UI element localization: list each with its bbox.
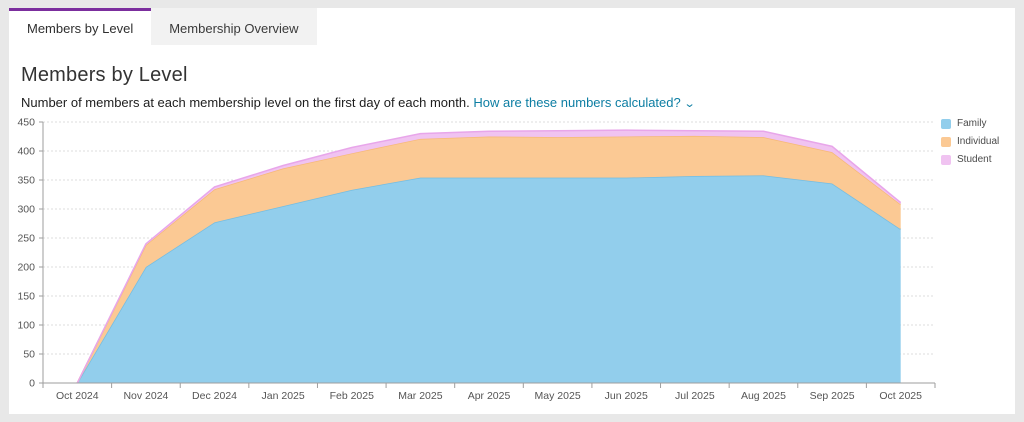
svg-text:Oct 2024: Oct 2024 <box>56 390 99 402</box>
tab-membership-overview[interactable]: Membership Overview <box>151 8 317 45</box>
legend-label: Student <box>957 154 992 165</box>
legend-label: Individual <box>957 136 1000 147</box>
legend-item-family: Family <box>941 118 999 129</box>
svg-text:Jan 2025: Jan 2025 <box>262 390 305 402</box>
svg-text:150: 150 <box>17 291 35 303</box>
svg-text:50: 50 <box>23 349 35 361</box>
tab-members-by-level[interactable]: Members by Level <box>9 8 152 45</box>
student-swatch <box>941 154 951 165</box>
svg-text:Jul 2025: Jul 2025 <box>675 390 715 402</box>
svg-text:350: 350 <box>17 175 35 187</box>
chart-legend: Family Individual Student <box>941 118 999 172</box>
svg-text:Mar 2025: Mar 2025 <box>398 390 443 402</box>
how-calculated-link[interactable]: How are these numbers calculated? <box>473 95 681 110</box>
chevron-down-icon: ⌄ <box>683 98 696 110</box>
legend-label: Family <box>957 118 987 129</box>
page-title: Members by Level <box>21 64 188 86</box>
svg-text:300: 300 <box>17 204 35 216</box>
description-text: Number of members at each membership lev… <box>21 95 470 110</box>
family-swatch <box>941 118 951 129</box>
chart-description: Number of members at each membership lev… <box>21 95 696 110</box>
svg-text:400: 400 <box>17 146 35 158</box>
svg-text:Dec 2024: Dec 2024 <box>192 390 237 402</box>
svg-text:Aug 2025: Aug 2025 <box>741 390 786 402</box>
svg-text:200: 200 <box>17 262 35 274</box>
svg-text:May 2025: May 2025 <box>535 390 581 402</box>
legend-item-student: Student <box>941 154 999 165</box>
tab-bar: Members by Level Membership Overview <box>9 8 317 45</box>
svg-text:Feb 2025: Feb 2025 <box>330 390 375 402</box>
svg-text:Jun 2025: Jun 2025 <box>605 390 648 402</box>
svg-text:Apr 2025: Apr 2025 <box>468 390 511 402</box>
legend-item-individual: Individual <box>941 136 999 147</box>
svg-text:100: 100 <box>17 320 35 332</box>
svg-text:Oct 2025: Oct 2025 <box>879 390 922 402</box>
svg-text:0: 0 <box>29 378 35 390</box>
svg-text:450: 450 <box>17 117 35 129</box>
svg-text:Nov 2024: Nov 2024 <box>123 390 168 402</box>
svg-text:Sep 2025: Sep 2025 <box>810 390 855 402</box>
svg-text:250: 250 <box>17 233 35 245</box>
individual-swatch <box>941 136 951 147</box>
